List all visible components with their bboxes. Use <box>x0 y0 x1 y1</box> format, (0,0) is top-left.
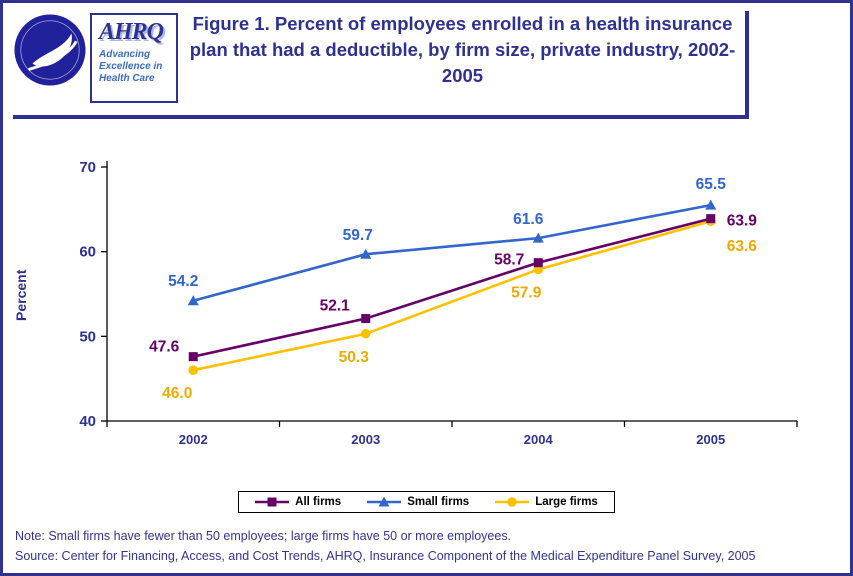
svg-text:57.9: 57.9 <box>511 284 542 301</box>
source-text: Source: Center for Financing, Access, an… <box>15 549 756 563</box>
svg-text:46.0: 46.0 <box>162 385 192 402</box>
ahrq-tagline: Advancing Excellence in Health Care <box>99 49 163 84</box>
title-block: Figure 1. Percent of employees enrolled … <box>178 11 741 89</box>
footnotes: Note: Small firms have fewer than 50 emp… <box>15 526 850 566</box>
svg-text:2004: 2004 <box>524 432 554 447</box>
svg-text:2002: 2002 <box>179 432 208 447</box>
legend-item-small-firms: Small firms <box>367 496 469 508</box>
figure-chart: 40 50 60 70 2002 2003 2004 2005 46.0 50.3 57.9 63.6… <box>79 159 798 447</box>
svg-text:40: 40 <box>79 413 96 430</box>
legend-item-large-firms: Large firms <box>495 496 598 508</box>
svg-text:60: 60 <box>79 244 96 261</box>
square-marker-icon <box>255 497 290 507</box>
legend-row: All firms Small firms Large firms <box>3 491 850 513</box>
hhs-seal-icon <box>14 14 86 86</box>
legend-item-all-firms: All firms <box>255 496 341 508</box>
svg-text:63.9: 63.9 <box>727 213 758 230</box>
svg-text:2005: 2005 <box>696 432 725 447</box>
svg-text:63.6: 63.6 <box>727 238 758 255</box>
svg-text:59.7: 59.7 <box>343 227 373 244</box>
svg-text:58.7: 58.7 <box>494 252 524 269</box>
ahrq-logo: AHRQ Advancing Excellence in Health Care <box>90 13 178 103</box>
svg-text:70: 70 <box>79 159 96 176</box>
legend-label: Large firms <box>535 496 598 508</box>
svg-text:54.2: 54.2 <box>168 273 198 290</box>
y-axis-title: Percent <box>13 269 29 321</box>
legend-label: All firms <box>295 496 342 508</box>
svg-text:50.3: 50.3 <box>339 349 370 366</box>
svg-text:52.1: 52.1 <box>320 298 351 315</box>
logo-group: AHRQ Advancing Excellence in Health Care <box>13 11 178 103</box>
series-small-firms: 54.2 59.7 61.6 65.5 <box>168 176 727 306</box>
legend-label: Small firms <box>407 496 470 508</box>
series-all-firms: 47.6 52.1 58.7 63.9 <box>149 213 757 362</box>
chart-section: Percent 40 50 60 70 2002 2003 2004 2005 46.0 50.3… <box>7 149 850 485</box>
legend-box: All firms Small firms Large firms <box>238 491 615 513</box>
ahrq-acronym: AHRQ <box>99 19 164 45</box>
note-text: Note: Small firms have fewer than 50 emp… <box>15 529 512 543</box>
svg-text:47.6: 47.6 <box>149 339 180 356</box>
svg-text:65.5: 65.5 <box>696 176 727 193</box>
header: AHRQ Advancing Excellence in Health Care… <box>13 11 749 119</box>
series-large-firms: 46.0 50.3 57.9 63.6 <box>162 216 757 402</box>
triangle-marker-icon <box>367 496 402 507</box>
figure-title: Figure 1. Percent of employees enrolled … <box>189 13 736 86</box>
circle-marker-icon <box>495 497 530 507</box>
svg-text:61.6: 61.6 <box>513 211 544 228</box>
svg-text:50: 50 <box>79 328 96 345</box>
svg-text:2003: 2003 <box>351 432 380 447</box>
